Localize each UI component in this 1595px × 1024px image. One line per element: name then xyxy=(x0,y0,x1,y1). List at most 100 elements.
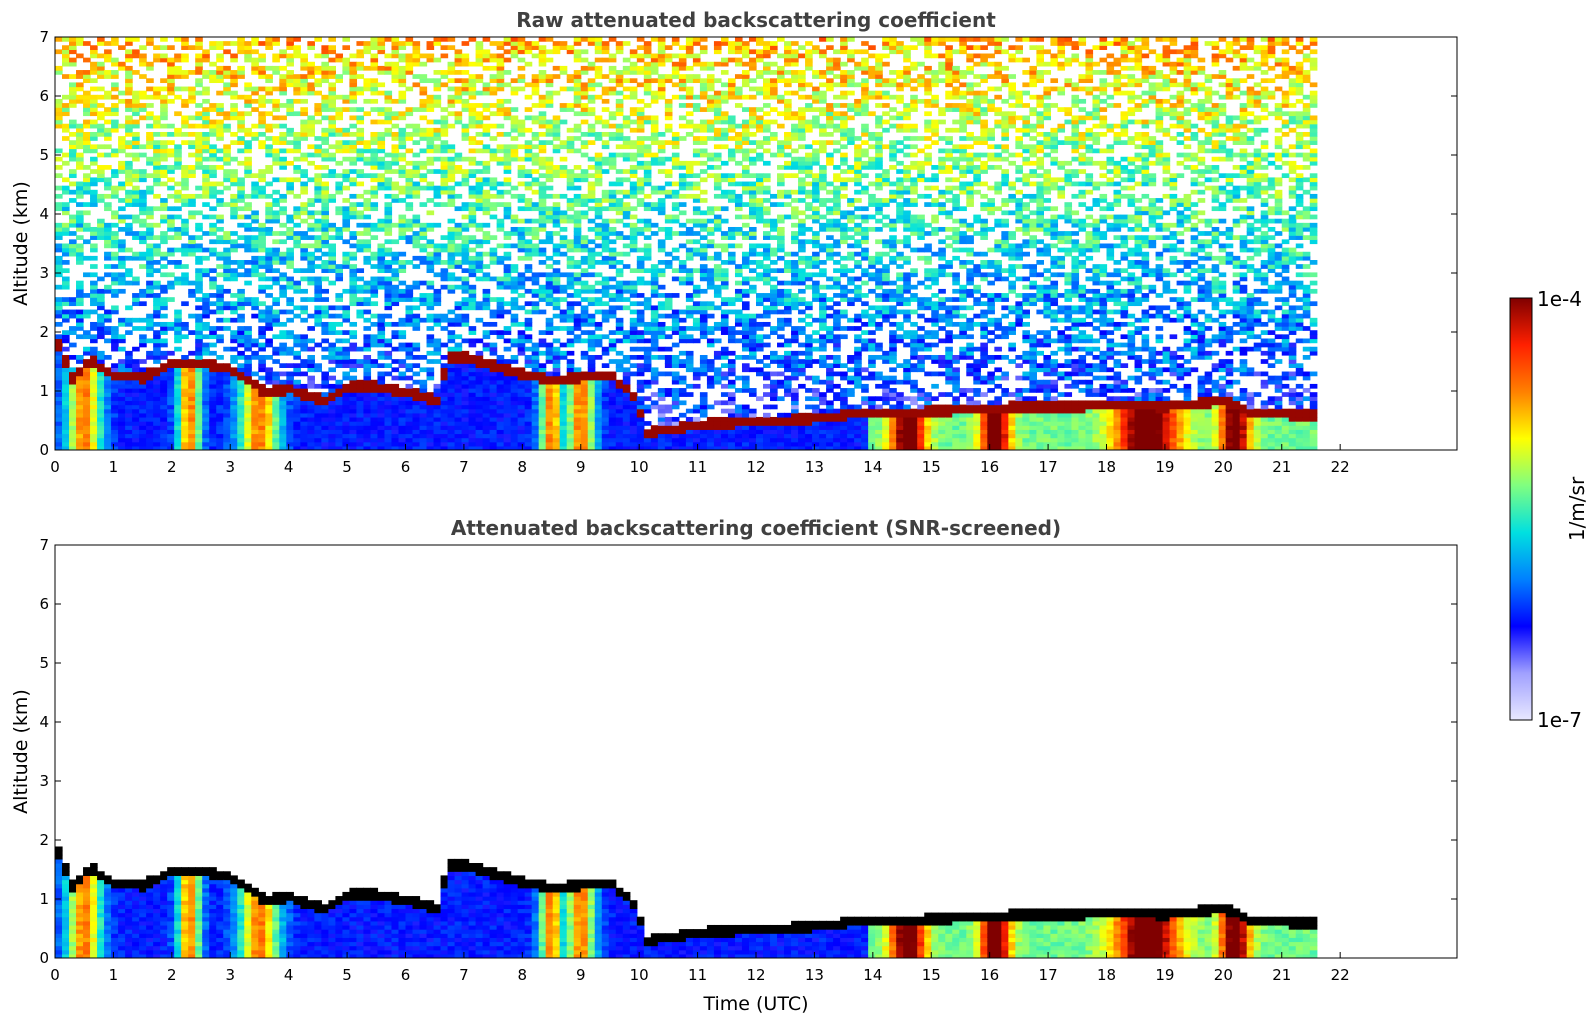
heatmap-cell xyxy=(244,421,252,426)
heatmap-cell xyxy=(384,288,393,294)
heatmap-cell xyxy=(258,222,266,228)
heatmap-cell xyxy=(146,123,154,129)
heatmap-cell xyxy=(202,177,210,183)
heatmap-cell xyxy=(118,185,126,191)
heatmap-cell xyxy=(545,297,554,302)
heatmap-cell xyxy=(272,383,280,389)
heatmap-cell xyxy=(237,437,245,443)
heatmap-cell xyxy=(188,421,196,426)
heatmap-cell xyxy=(587,367,596,373)
heatmap-cell xyxy=(69,239,77,245)
heatmap-cell xyxy=(286,160,294,166)
heatmap-cell xyxy=(97,115,105,121)
heatmap-cell xyxy=(496,416,505,422)
heatmap-cell xyxy=(62,206,70,212)
heatmap-cell xyxy=(545,388,554,393)
heatmap-cell xyxy=(90,433,98,439)
heatmap-cell xyxy=(251,260,259,265)
heatmap-cell xyxy=(174,94,182,100)
heatmap-cell xyxy=(153,301,161,307)
heatmap-cell xyxy=(153,367,161,373)
heatmap-cell xyxy=(83,383,91,389)
heatmap-cell xyxy=(181,396,189,402)
heatmap-cell xyxy=(188,202,196,207)
heatmap-cell xyxy=(447,78,456,84)
heatmap-cell xyxy=(279,206,287,212)
raw-backscatter-panel: Raw attenuated backscattering coefficien… xyxy=(10,8,1458,476)
heatmap-cell xyxy=(97,334,105,340)
heatmap-cell xyxy=(580,305,589,311)
heatmap-cell xyxy=(349,396,358,402)
heatmap-cell xyxy=(391,251,400,257)
heatmap-cell xyxy=(195,247,203,253)
heatmap-cell xyxy=(573,239,582,245)
heatmap-cell xyxy=(447,379,456,385)
heatmap-cell xyxy=(167,222,175,228)
heatmap-cell xyxy=(69,173,77,179)
heatmap-cell xyxy=(279,363,287,368)
heatmap-cell xyxy=(125,119,133,125)
heatmap-cell xyxy=(90,445,98,450)
heatmap-cell xyxy=(195,313,203,319)
heatmap-cell xyxy=(125,115,133,121)
heatmap-cell xyxy=(244,165,252,170)
heatmap-cell xyxy=(482,90,491,96)
heatmap-cell xyxy=(496,330,505,335)
heatmap-cell xyxy=(384,321,393,327)
heatmap-cell xyxy=(356,119,365,125)
heatmap-cell xyxy=(279,160,287,166)
heatmap-cell xyxy=(468,293,477,298)
heatmap-cell xyxy=(118,363,126,368)
heatmap-cell xyxy=(104,371,112,377)
heatmap-cell xyxy=(566,284,575,290)
heatmap-cell xyxy=(594,74,603,79)
heatmap-cell xyxy=(447,103,456,108)
heatmap-cell xyxy=(139,433,147,439)
heatmap-cell xyxy=(559,396,568,402)
heatmap-cell xyxy=(496,404,505,410)
heatmap-cell xyxy=(454,416,463,422)
heatmap-cell xyxy=(559,379,568,385)
heatmap-cell xyxy=(412,437,421,443)
heatmap-cell xyxy=(538,392,547,397)
heatmap-cell xyxy=(377,342,386,348)
heatmap-cell xyxy=(111,412,119,418)
heatmap-cell xyxy=(349,131,358,137)
heatmap-cell xyxy=(335,181,344,187)
heatmap-cell xyxy=(580,239,589,245)
heatmap-cell xyxy=(538,181,547,187)
heatmap-cell xyxy=(272,268,280,274)
heatmap-cell xyxy=(335,293,344,298)
heatmap-cell xyxy=(251,305,259,311)
heatmap-cell xyxy=(426,416,435,422)
heatmap-cell xyxy=(55,301,63,307)
heatmap-cell xyxy=(370,404,379,410)
heatmap-cell xyxy=(251,107,259,112)
heatmap-cell xyxy=(230,408,238,414)
heatmap-cell xyxy=(405,123,414,129)
heatmap-cell xyxy=(524,412,533,418)
heatmap-cell xyxy=(461,280,470,286)
heatmap-cell xyxy=(76,86,84,92)
heatmap-cell xyxy=(510,226,519,232)
heatmap-cell xyxy=(587,181,596,187)
heatmap-cell xyxy=(510,359,519,364)
heatmap-cell xyxy=(251,37,259,42)
heatmap-cell xyxy=(328,226,336,232)
heatmap-cell xyxy=(272,202,280,207)
heatmap-cell xyxy=(174,367,182,373)
heatmap-cell xyxy=(307,400,315,406)
heatmap-cell xyxy=(55,70,63,75)
heatmap-cell xyxy=(398,445,407,450)
heatmap-cell xyxy=(83,367,91,373)
heatmap-cell xyxy=(489,90,498,96)
heatmap-cell xyxy=(524,115,533,121)
heatmap-cell xyxy=(384,437,393,443)
heatmap-cell xyxy=(475,305,484,311)
heatmap-cell xyxy=(279,78,287,84)
heatmap-cell xyxy=(321,400,329,406)
heatmap-cell xyxy=(286,41,294,46)
heatmap-cell xyxy=(398,416,407,422)
heatmap-cell xyxy=(426,350,435,356)
heatmap-cell xyxy=(552,288,561,294)
